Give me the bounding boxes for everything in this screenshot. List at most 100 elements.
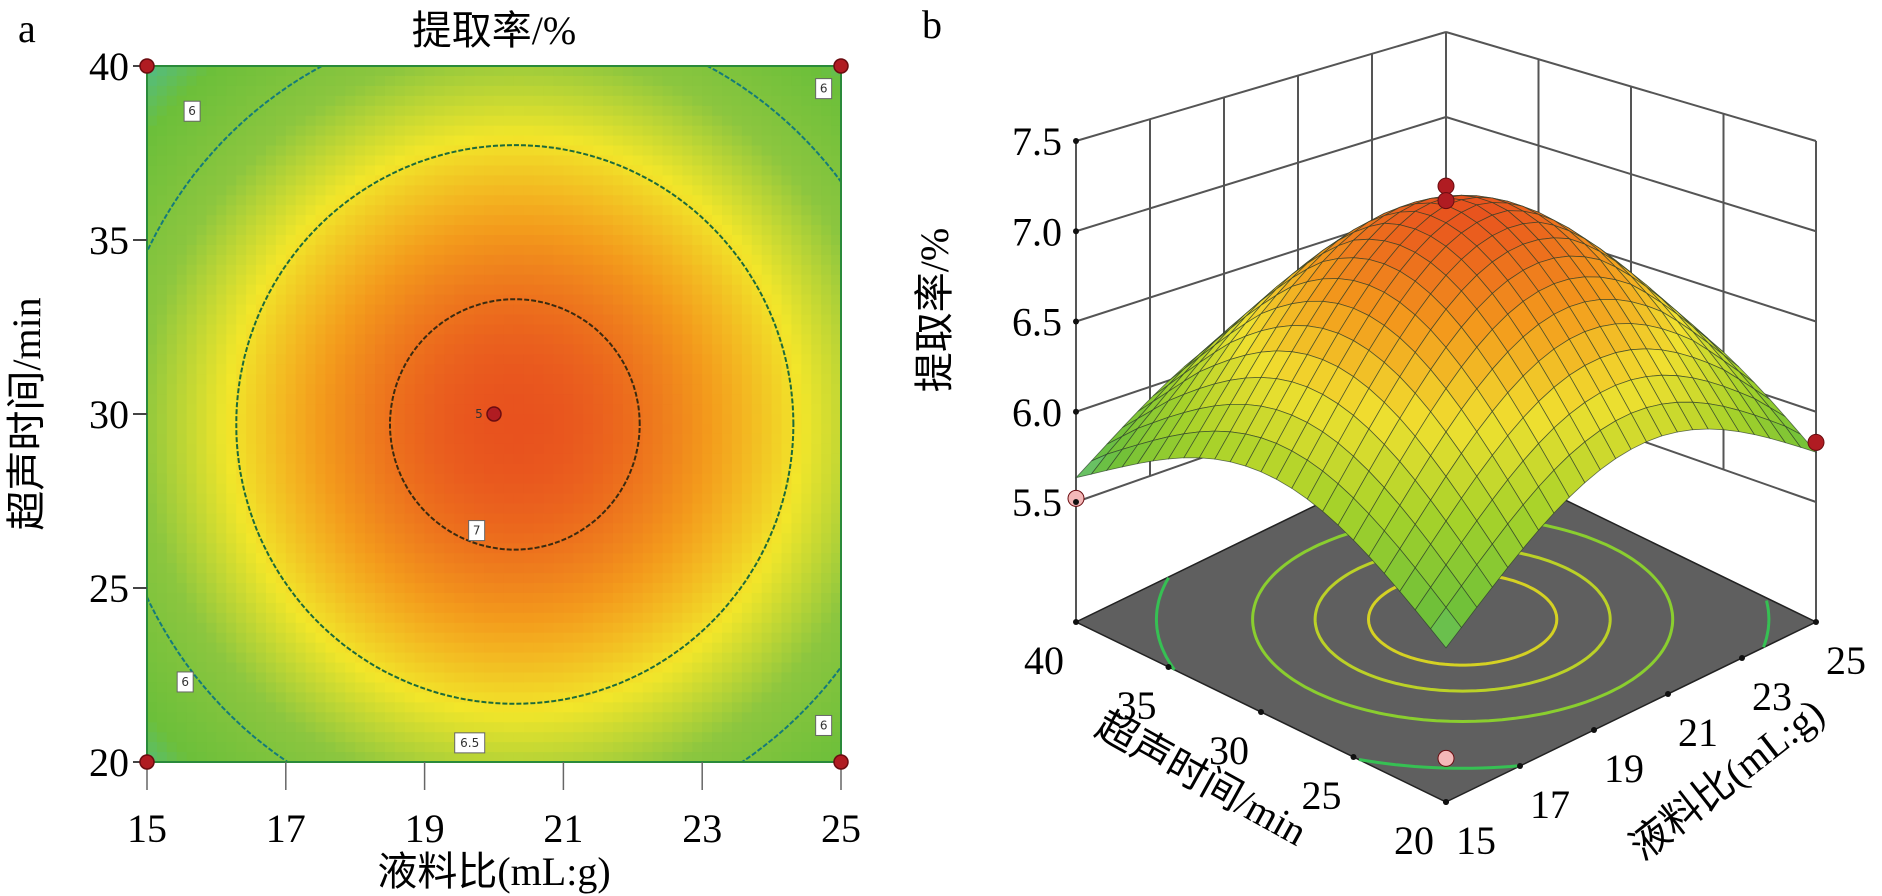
heat-cell xyxy=(464,225,475,236)
heat-cell xyxy=(394,225,406,236)
heat-cell xyxy=(533,235,545,246)
heat-cell xyxy=(553,115,564,127)
heat-cell xyxy=(702,115,713,127)
heat-cell xyxy=(563,662,574,674)
heat-cell xyxy=(751,463,763,475)
heat-cell xyxy=(612,563,624,574)
heat-cell xyxy=(305,105,317,117)
heat-cell xyxy=(414,294,426,306)
heat-cell xyxy=(513,463,525,475)
heat-cell xyxy=(603,95,614,107)
heat-cell xyxy=(791,404,802,415)
heat-cell xyxy=(583,384,594,395)
heat-cell xyxy=(454,225,465,236)
heat-cell xyxy=(652,563,664,574)
heat-cell xyxy=(166,364,178,375)
heat-cell xyxy=(632,652,644,664)
heat-cell xyxy=(206,443,217,455)
heat-cell xyxy=(206,274,217,286)
heat-cell xyxy=(603,592,614,604)
heat-cell xyxy=(573,414,584,425)
heat-cell xyxy=(731,752,743,762)
heat-cell xyxy=(444,433,455,445)
heat-cell xyxy=(285,433,297,445)
heat-cell xyxy=(384,95,396,107)
heat-cell xyxy=(176,235,188,246)
heat-cell xyxy=(325,95,336,107)
heat-cell xyxy=(345,284,356,296)
heat-cell xyxy=(771,692,783,703)
heat-cell xyxy=(384,284,396,296)
heat-cell xyxy=(464,612,475,624)
heat-cell xyxy=(444,185,455,196)
heat-cell xyxy=(414,672,426,684)
heat-cell xyxy=(513,483,525,495)
heat-cell xyxy=(424,592,436,604)
heat-cell xyxy=(375,493,386,505)
heat-cell xyxy=(305,85,317,97)
heat-cell xyxy=(672,165,683,176)
heat-cell xyxy=(147,682,158,693)
heat-cell xyxy=(583,553,594,564)
heat-cell xyxy=(246,244,257,256)
heat-cell xyxy=(305,473,317,485)
heat-cell xyxy=(672,702,683,713)
heat-cell xyxy=(543,215,555,226)
heat-cell xyxy=(384,244,396,256)
heat-cell xyxy=(722,155,733,167)
heat-cell xyxy=(464,145,475,157)
heat-cell xyxy=(523,235,535,246)
heat-cell xyxy=(434,125,446,137)
heat-cell xyxy=(821,155,832,167)
heat-cell xyxy=(414,662,426,674)
heat-cell xyxy=(593,592,604,604)
heat-cell xyxy=(662,125,674,137)
heat-cell xyxy=(156,215,168,226)
heat-cell xyxy=(811,314,822,326)
heat-cell xyxy=(553,235,564,246)
heat-cell xyxy=(206,314,217,326)
heat-cell xyxy=(761,483,773,495)
heat-cell xyxy=(345,264,356,276)
heat-cell xyxy=(553,543,564,554)
heat-cell xyxy=(712,722,723,733)
heat-cell xyxy=(394,394,406,405)
heat-cell xyxy=(384,493,396,505)
heat-cell xyxy=(345,344,356,355)
heat-cell xyxy=(503,115,515,127)
heat-cell xyxy=(484,334,495,345)
heat-cell xyxy=(275,563,287,574)
heat-cell xyxy=(295,712,307,723)
heat-cell xyxy=(781,453,793,465)
heat-cell xyxy=(196,433,208,445)
heat-cell xyxy=(285,215,297,226)
heat-cell xyxy=(474,662,485,674)
heat-cell xyxy=(801,493,812,505)
heat-cell xyxy=(454,473,465,485)
heat-cell xyxy=(454,453,465,465)
heat-cell xyxy=(573,205,584,216)
heat-cell xyxy=(712,205,723,216)
design-point xyxy=(833,754,849,770)
heat-cell xyxy=(166,722,178,733)
heat-cell xyxy=(256,75,267,87)
heat-cell xyxy=(454,274,465,286)
heat-cell xyxy=(384,215,396,226)
heat-cell xyxy=(414,652,426,664)
heat-cell xyxy=(761,404,773,415)
heat-cell xyxy=(186,324,198,336)
heat-cell xyxy=(811,632,822,644)
heat-cell xyxy=(612,384,624,395)
heat-cell xyxy=(375,712,386,723)
heat-cell xyxy=(751,344,763,355)
heat-cell xyxy=(821,344,832,355)
heat-cell xyxy=(821,443,832,455)
heat-cell xyxy=(662,115,674,127)
heat-cell xyxy=(454,602,465,614)
heat-cell xyxy=(285,274,297,286)
heat-cell xyxy=(503,752,515,762)
heat-cell xyxy=(424,543,436,554)
heat-cell xyxy=(751,722,763,733)
heat-cell xyxy=(345,553,356,564)
heat-cell xyxy=(593,185,604,196)
